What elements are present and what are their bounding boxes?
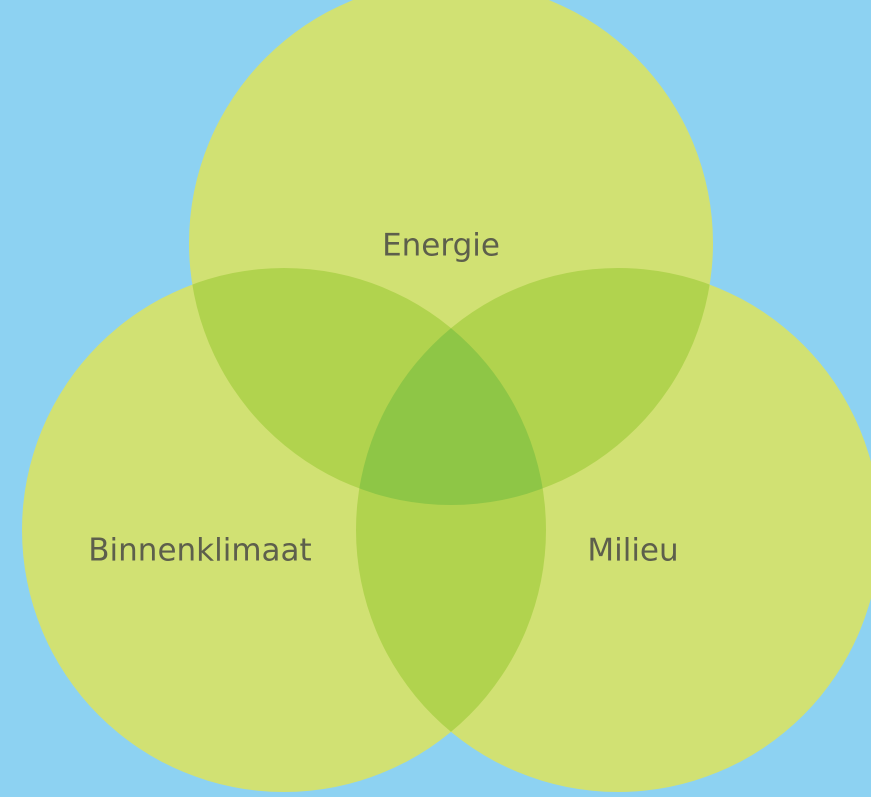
label-energie: Energie [382, 228, 500, 264]
label-milieu: Milieu [587, 533, 678, 569]
label-binnenklimaat: Binnenklimaat [88, 533, 311, 569]
overlap-abc [356, 268, 546, 505]
